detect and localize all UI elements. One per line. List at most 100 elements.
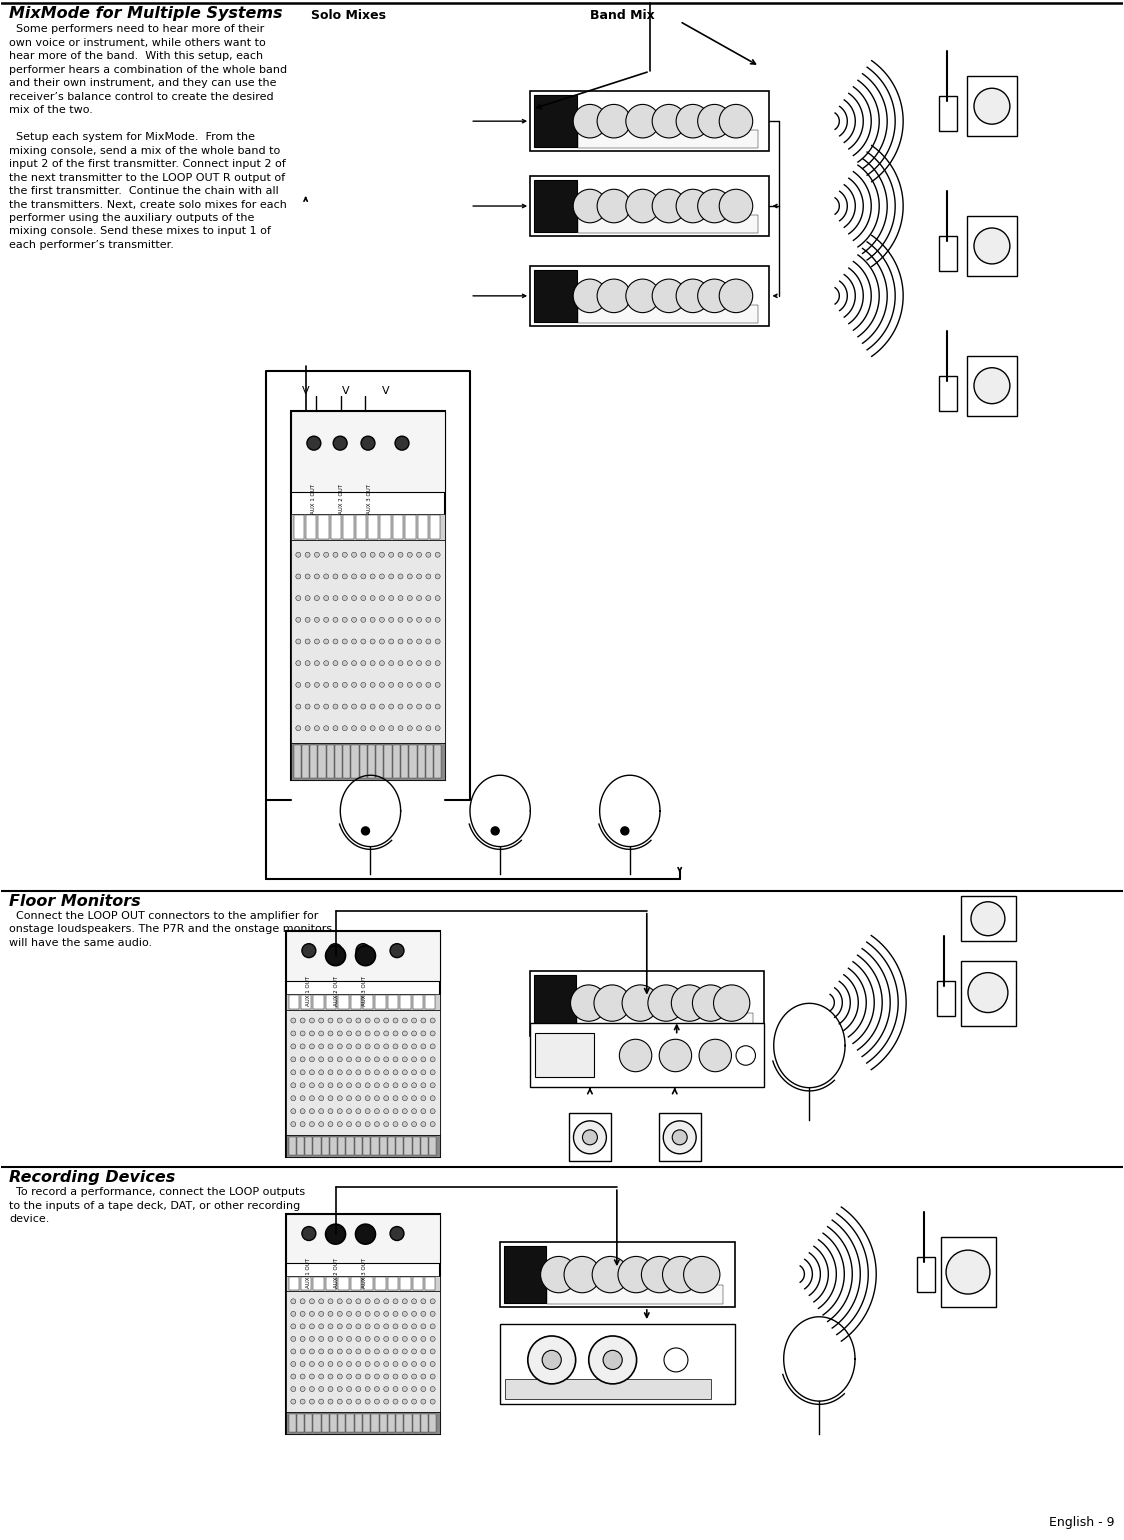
Bar: [388, 1137, 395, 1155]
Circle shape: [356, 1018, 361, 1023]
Circle shape: [296, 639, 301, 644]
Circle shape: [683, 1257, 719, 1292]
Circle shape: [620, 827, 628, 835]
Circle shape: [374, 1298, 380, 1304]
Circle shape: [407, 704, 413, 708]
Circle shape: [315, 639, 319, 644]
Circle shape: [393, 1109, 398, 1113]
Circle shape: [698, 279, 732, 313]
Circle shape: [411, 1109, 417, 1113]
Circle shape: [426, 574, 430, 579]
Circle shape: [420, 1030, 426, 1036]
Circle shape: [326, 946, 345, 966]
Bar: [531, 1023, 764, 1087]
Circle shape: [411, 1349, 417, 1354]
Circle shape: [352, 704, 356, 708]
Circle shape: [300, 1398, 305, 1404]
Circle shape: [365, 1337, 370, 1341]
Circle shape: [393, 1018, 398, 1023]
Bar: [396, 1414, 404, 1432]
Text: Band Mix: Band Mix: [590, 9, 654, 23]
Circle shape: [719, 189, 753, 223]
Circle shape: [402, 1349, 407, 1354]
Circle shape: [328, 1398, 333, 1404]
Circle shape: [374, 1056, 380, 1063]
Text: Connect the LOOP OUT connectors to the amplifier for: Connect the LOOP OUT connectors to the a…: [9, 910, 319, 921]
Circle shape: [319, 1349, 324, 1354]
Circle shape: [343, 574, 347, 579]
Bar: [375, 995, 386, 1009]
Circle shape: [333, 661, 338, 665]
Circle shape: [662, 1257, 699, 1292]
Circle shape: [370, 725, 375, 730]
Bar: [338, 1277, 348, 1291]
Circle shape: [677, 105, 709, 139]
Circle shape: [328, 1349, 333, 1354]
Circle shape: [383, 1337, 389, 1341]
Circle shape: [389, 639, 393, 644]
Circle shape: [309, 1121, 315, 1127]
Bar: [577, 1013, 753, 1032]
Circle shape: [411, 1070, 417, 1075]
Circle shape: [573, 1121, 606, 1153]
Bar: [301, 995, 311, 1009]
Circle shape: [417, 661, 422, 665]
Circle shape: [328, 1083, 333, 1087]
Circle shape: [542, 1351, 561, 1369]
Circle shape: [699, 1040, 732, 1072]
Circle shape: [389, 553, 393, 557]
Circle shape: [300, 1056, 305, 1063]
Circle shape: [383, 1298, 389, 1304]
Circle shape: [417, 682, 422, 687]
Circle shape: [365, 1361, 370, 1366]
Circle shape: [383, 1374, 389, 1378]
Circle shape: [333, 682, 338, 687]
Circle shape: [604, 1351, 623, 1369]
Circle shape: [597, 189, 631, 223]
Bar: [425, 995, 435, 1009]
Circle shape: [324, 553, 328, 557]
Circle shape: [365, 1121, 370, 1127]
Circle shape: [309, 1018, 315, 1023]
Circle shape: [383, 1398, 389, 1404]
Circle shape: [343, 596, 347, 601]
Circle shape: [370, 553, 375, 557]
Bar: [346, 1137, 354, 1155]
Circle shape: [420, 1109, 426, 1113]
Circle shape: [407, 574, 413, 579]
Circle shape: [435, 725, 441, 730]
Circle shape: [291, 1030, 296, 1036]
Circle shape: [420, 1361, 426, 1366]
Circle shape: [309, 1374, 315, 1378]
Circle shape: [393, 1324, 398, 1329]
Circle shape: [659, 1040, 691, 1072]
Circle shape: [407, 618, 413, 622]
Circle shape: [309, 1298, 315, 1304]
Circle shape: [300, 1298, 305, 1304]
Circle shape: [296, 725, 301, 730]
Circle shape: [361, 725, 365, 730]
Circle shape: [352, 553, 356, 557]
Circle shape: [374, 1109, 380, 1113]
Circle shape: [664, 1348, 688, 1372]
Bar: [285, 1214, 441, 1434]
Circle shape: [626, 189, 660, 223]
Circle shape: [315, 661, 319, 665]
Circle shape: [305, 574, 310, 579]
Text: AUX 3 OUT: AUX 3 OUT: [368, 484, 372, 514]
Circle shape: [698, 189, 732, 223]
Circle shape: [736, 1046, 755, 1066]
Circle shape: [291, 1121, 296, 1127]
Circle shape: [411, 1324, 417, 1329]
Bar: [534, 180, 577, 233]
Circle shape: [346, 1298, 352, 1304]
Bar: [293, 745, 301, 778]
Text: English - 9: English - 9: [1049, 1515, 1115, 1529]
Bar: [405, 1414, 411, 1432]
Bar: [388, 1277, 398, 1291]
Circle shape: [420, 1386, 426, 1392]
Circle shape: [435, 596, 441, 601]
Circle shape: [597, 105, 631, 139]
Text: the transmitters. Next, create solo mixes for each: the transmitters. Next, create solo mixe…: [9, 200, 288, 209]
Circle shape: [300, 1121, 305, 1127]
